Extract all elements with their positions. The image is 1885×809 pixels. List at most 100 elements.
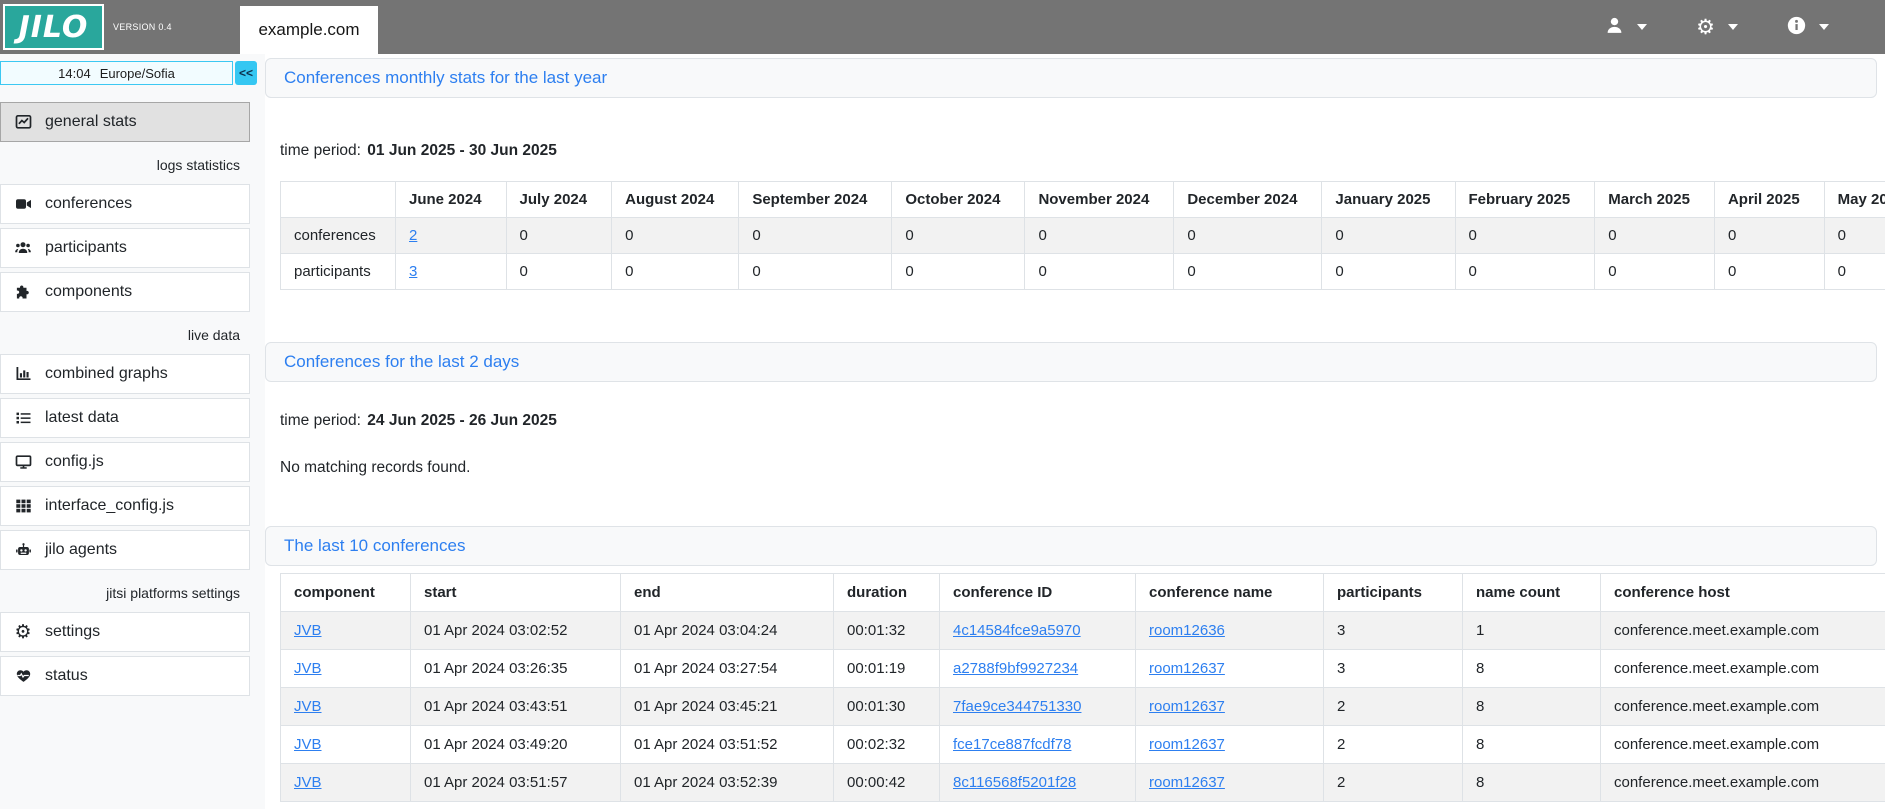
monthly-stats-section: Conferences monthly stats for the last y… xyxy=(265,58,1885,290)
column-header: conference name xyxy=(1135,573,1324,612)
table-link[interactable]: 7fae9ce344751330 xyxy=(953,698,1082,715)
sidebar-item-combined-graphs[interactable]: combined graphs xyxy=(0,354,250,394)
table-row: JVB 01 Apr 2024 03:26:35 01 Apr 2024 03:27… xyxy=(280,649,1885,688)
sidebar-item-label: combined graphs xyxy=(45,365,168,382)
sidebar-item-settings[interactable]: ⚙ settings xyxy=(0,612,250,652)
chevron-down-icon xyxy=(1637,24,1648,30)
table-link[interactable]: room12637 xyxy=(1149,736,1225,753)
sidebar-item-label: interface_config.js xyxy=(45,497,174,514)
table-link[interactable]: 4c14584fce9a5970 xyxy=(953,622,1081,639)
table-link[interactable]: JVB xyxy=(294,774,322,791)
sidebar-section-logs-statistics: logs statistics xyxy=(156,157,240,173)
column-header: September 2024 xyxy=(738,181,893,218)
table-cell: 01 Apr 2024 03:52:39 xyxy=(620,763,834,802)
sidebar-item-general-stats[interactable]: general stats xyxy=(0,102,250,142)
column-header: February 2025 xyxy=(1454,181,1596,218)
sidebar-item-interface-config-js[interactable]: interface_config.js xyxy=(0,486,250,526)
column-header: October 2024 xyxy=(891,181,1026,218)
sidebar: 14:04 Europe/Sofia << general stats logs… xyxy=(0,54,265,809)
sidebar-section-live-data: live data xyxy=(187,327,240,343)
table-row: JVB 01 Apr 2024 03:51:57 01 Apr 2024 03:52… xyxy=(280,763,1885,802)
sidebar-item-jilo-agents[interactable]: jilo agents xyxy=(0,530,250,570)
table-cell: 7fae9ce344751330 xyxy=(939,687,1136,726)
table-link[interactable]: room12637 xyxy=(1149,660,1225,677)
table-cell: conference.meet.example.com xyxy=(1600,649,1885,688)
robot-icon xyxy=(14,542,32,558)
sidebar-item-latest-data[interactable]: latest data xyxy=(0,398,250,438)
table-cell: 0 xyxy=(611,217,740,254)
info-menu[interactable] xyxy=(1787,16,1829,39)
sidebar-item-conferences[interactable]: conferences xyxy=(0,184,250,224)
table-cell: JVB xyxy=(280,649,411,688)
tab-example-com[interactable]: example.com xyxy=(240,6,378,54)
table-cell: 3 xyxy=(1323,649,1463,688)
sidebar-collapse-button[interactable]: << xyxy=(235,61,257,85)
table-link[interactable]: a2788f9bf9927234 xyxy=(953,660,1079,677)
column-header: start xyxy=(410,573,621,612)
table-cell: JVB xyxy=(280,611,411,650)
app-logo[interactable]: JILO xyxy=(3,4,104,50)
table-link[interactable]: room12637 xyxy=(1149,698,1225,715)
sidebar-item-components[interactable]: components xyxy=(0,272,250,312)
settings-menu[interactable]: ⚙ xyxy=(1696,16,1738,38)
table-cell: 0 xyxy=(891,253,1026,290)
column-header: January 2025 xyxy=(1321,181,1456,218)
monthly-stats-title-link[interactable]: Conferences monthly stats for the last y… xyxy=(284,68,608,87)
sidebar-item-label: general stats xyxy=(45,113,137,130)
table-link[interactable]: room12636 xyxy=(1149,622,1225,639)
time-period-label: time period: xyxy=(280,412,361,429)
table-cell: 01 Apr 2024 03:49:20 xyxy=(410,725,621,764)
table-link[interactable]: room12637 xyxy=(1149,774,1225,791)
table-row: conferences2000000000000 xyxy=(280,217,1885,254)
column-header: December 2024 xyxy=(1173,181,1323,218)
table-cell: room12637 xyxy=(1135,649,1324,688)
sidebar-item-label: jilo agents xyxy=(45,541,118,558)
table-row: JVB 01 Apr 2024 03:02:52 01 Apr 2024 03:04… xyxy=(280,611,1885,650)
user-menu[interactable] xyxy=(1605,16,1648,39)
table-cell: 0 xyxy=(1321,217,1456,254)
column-header: May 2025 xyxy=(1823,181,1885,218)
table-link[interactable]: 8c116568f5201f28 xyxy=(953,774,1077,791)
table-link[interactable]: fce17ce887fcdf78 xyxy=(953,736,1072,753)
clock-bar: 14:04 Europe/Sofia << xyxy=(0,61,257,85)
table-cell: 00:02:32 xyxy=(833,725,940,764)
time-period-value: 24 Jun 2025 - 26 Jun 2025 xyxy=(367,412,557,429)
table-cell: 0 xyxy=(1594,217,1715,254)
sidebar-item-status[interactable]: status xyxy=(0,656,250,696)
table-cell: fce17ce887fcdf78 xyxy=(939,725,1136,764)
table-cell: 0 xyxy=(1024,253,1175,290)
last-2-days-title-link[interactable]: Conferences for the last 2 days xyxy=(284,352,520,371)
table-cell: 0 xyxy=(505,253,613,290)
column-header: duration xyxy=(833,573,940,612)
gear-icon: ⚙ xyxy=(14,620,32,643)
table-cell: 1 xyxy=(1462,611,1601,650)
table-cell: 0 xyxy=(1594,253,1715,290)
table-link[interactable]: 2 xyxy=(409,227,418,244)
table-cell: 2 xyxy=(1323,725,1463,764)
table-cell: 0 xyxy=(1823,217,1885,254)
table-cell: 01 Apr 2024 03:51:57 xyxy=(410,763,621,802)
time-period-label: time period: xyxy=(280,142,361,159)
main-content: Conferences monthly stats for the last y… xyxy=(265,54,1885,809)
table-cell: 01 Apr 2024 03:51:52 xyxy=(620,725,834,764)
grid-icon xyxy=(14,498,32,514)
table-link[interactable]: JVB xyxy=(294,698,322,715)
sidebar-item-participants[interactable]: participants xyxy=(0,228,250,268)
last-2-days-card-header: Conferences for the last 2 days xyxy=(265,342,1877,382)
table-row: JVB 01 Apr 2024 03:43:51 01 Apr 2024 03:45… xyxy=(280,687,1885,726)
sidebar-item-config-js[interactable]: config.js xyxy=(0,442,250,482)
no-records-message: No matching records found. xyxy=(280,459,471,476)
table-cell: 8c116568f5201f28 xyxy=(939,763,1136,802)
table-link[interactable]: JVB xyxy=(294,736,322,753)
column-header: November 2024 xyxy=(1024,181,1175,218)
table-cell: 0 xyxy=(1713,253,1825,290)
table-link[interactable]: 3 xyxy=(409,263,418,280)
monthly-time-period: time period: 01 Jun 2025 - 30 Jun 2025 xyxy=(280,142,1885,160)
last-10-conferences-title-link[interactable]: The last 10 conferences xyxy=(284,536,466,555)
sidebar-item-label: participants xyxy=(45,239,127,256)
column-header: component xyxy=(280,573,411,612)
header-row: June 2024 July 2024 August 2024 September 2… xyxy=(280,181,1885,218)
table-link[interactable]: JVB xyxy=(294,622,322,639)
table-cell: conference.meet.example.com xyxy=(1600,763,1885,802)
table-link[interactable]: JVB xyxy=(294,660,322,677)
